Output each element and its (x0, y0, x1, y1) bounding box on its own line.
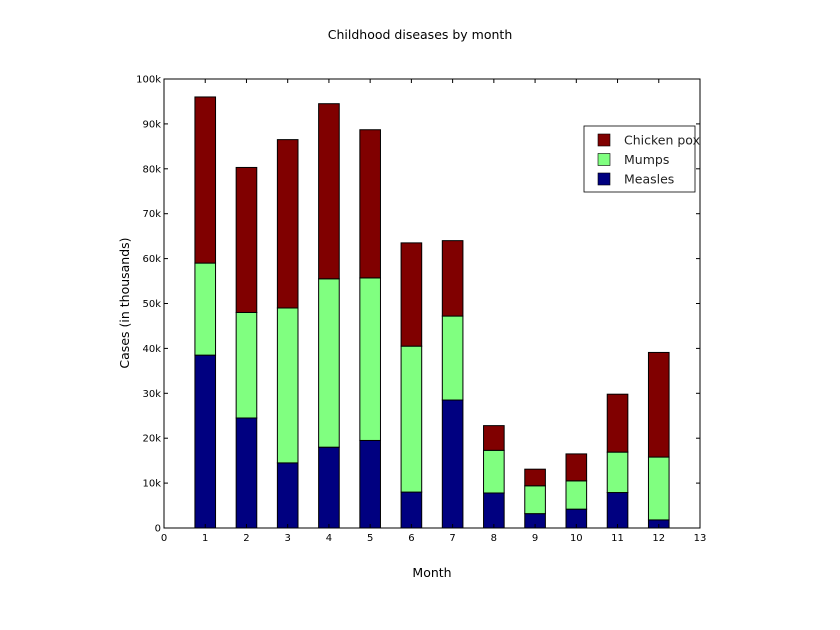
x-axis-label: Month (412, 565, 451, 580)
bar-chicken-pox-month-6 (400, 242, 423, 347)
bar-measles-month-3 (276, 462, 299, 529)
bar-chicken-pox-month-12 (647, 351, 670, 458)
chart-title: Childhood diseases by month (328, 27, 513, 42)
legend: Chicken pox Mumps Measles (583, 125, 700, 193)
y-tick-label-50k: 50k (142, 299, 161, 310)
bar-chicken-pox-month-10 (565, 453, 588, 482)
x-tick-label-3: 3 (285, 533, 291, 544)
bar-chicken-pox-month-4 (318, 103, 340, 280)
legend-label-measles: Measles (624, 172, 674, 187)
bar-chicken-pox-month-3 (276, 139, 299, 309)
legend-swatch-measles (597, 172, 611, 186)
bar-measles-month-11 (606, 492, 629, 529)
y-tick-label-100k: 100k (136, 75, 161, 86)
bar-mumps-month-12 (647, 456, 670, 521)
y-tick-label-0: 0 (155, 524, 161, 535)
bars-group (194, 96, 670, 529)
x-tick-label-0: 0 (161, 533, 167, 544)
y-tick-label-90k: 90k (142, 119, 161, 130)
bar-chicken-pox-month-11 (606, 393, 629, 453)
bar-mumps-month-1 (194, 262, 217, 356)
y-tick-label-20k: 20k (142, 434, 161, 445)
x-tick-label-5: 5 (367, 533, 373, 544)
ticks-group: 0 1 2 3 4 5 6 7 8 9 10 11 12 13010k20k30k40k50k60k70k… (136, 75, 706, 545)
legend-swatch-mumps (597, 153, 611, 166)
bar-measles-month-8 (483, 492, 505, 529)
x-tick-label-10: 10 (570, 533, 583, 544)
bar-mumps-month-8 (483, 449, 505, 494)
bar-mumps-month-2 (235, 311, 258, 419)
bar-chicken-pox-month-2 (235, 166, 258, 313)
y-tick-label-10k: 10k (142, 479, 161, 490)
legend-label-chicken-pox: Chicken pox (624, 133, 700, 148)
x-tick-label-2: 2 (243, 533, 249, 544)
legend-label-mumps: Mumps (624, 152, 669, 167)
bar-measles-month-4 (318, 446, 340, 529)
bar-mumps-month-6 (400, 345, 423, 493)
x-tick-label-13: 13 (694, 533, 707, 544)
bar-measles-month-7 (441, 399, 464, 529)
x-tick-label-9: 9 (532, 533, 538, 544)
bar-mumps-month-4 (318, 278, 340, 448)
bar-chicken-pox-month-9 (524, 468, 546, 487)
x-tick-label-4: 4 (326, 533, 332, 544)
legend-swatch-chicken-pox (597, 133, 611, 147)
y-tick-label-60k: 60k (142, 254, 161, 265)
bar-chicken-pox-month-1 (194, 96, 217, 264)
plot-frame (163, 78, 701, 529)
x-tick-label-11: 11 (611, 533, 624, 544)
bar-chicken-pox-month-5 (359, 129, 381, 279)
y-tick-label-70k: 70k (142, 209, 161, 220)
bar-mumps-month-3 (276, 307, 299, 464)
bar-mumps-month-11 (606, 451, 629, 494)
x-tick-label-8: 8 (491, 533, 497, 544)
bar-mumps-month-9 (524, 485, 546, 515)
y-axis-label: Cases (in thousands) (117, 237, 132, 368)
bar-measles-month-2 (235, 417, 258, 529)
bar-mumps-month-10 (565, 480, 588, 510)
bar-mumps-month-7 (441, 315, 464, 401)
y-tick-label-40k: 40k (142, 344, 161, 355)
x-tick-label-1: 1 (202, 533, 208, 544)
x-tick-label-7: 7 (449, 533, 455, 544)
bar-measles-month-5 (359, 439, 381, 529)
bar-measles-month-1 (194, 354, 217, 529)
bar-chicken-pox-month-8 (483, 425, 505, 451)
y-tick-label-30k: 30k (142, 389, 161, 400)
bar-chicken-pox-month-7 (441, 240, 464, 317)
bar-mumps-month-5 (359, 277, 381, 441)
bar-measles-month-6 (400, 491, 423, 529)
y-tick-label-80k: 80k (142, 164, 161, 175)
x-tick-label-6: 6 (408, 533, 414, 544)
x-tick-label-12: 12 (652, 533, 665, 544)
